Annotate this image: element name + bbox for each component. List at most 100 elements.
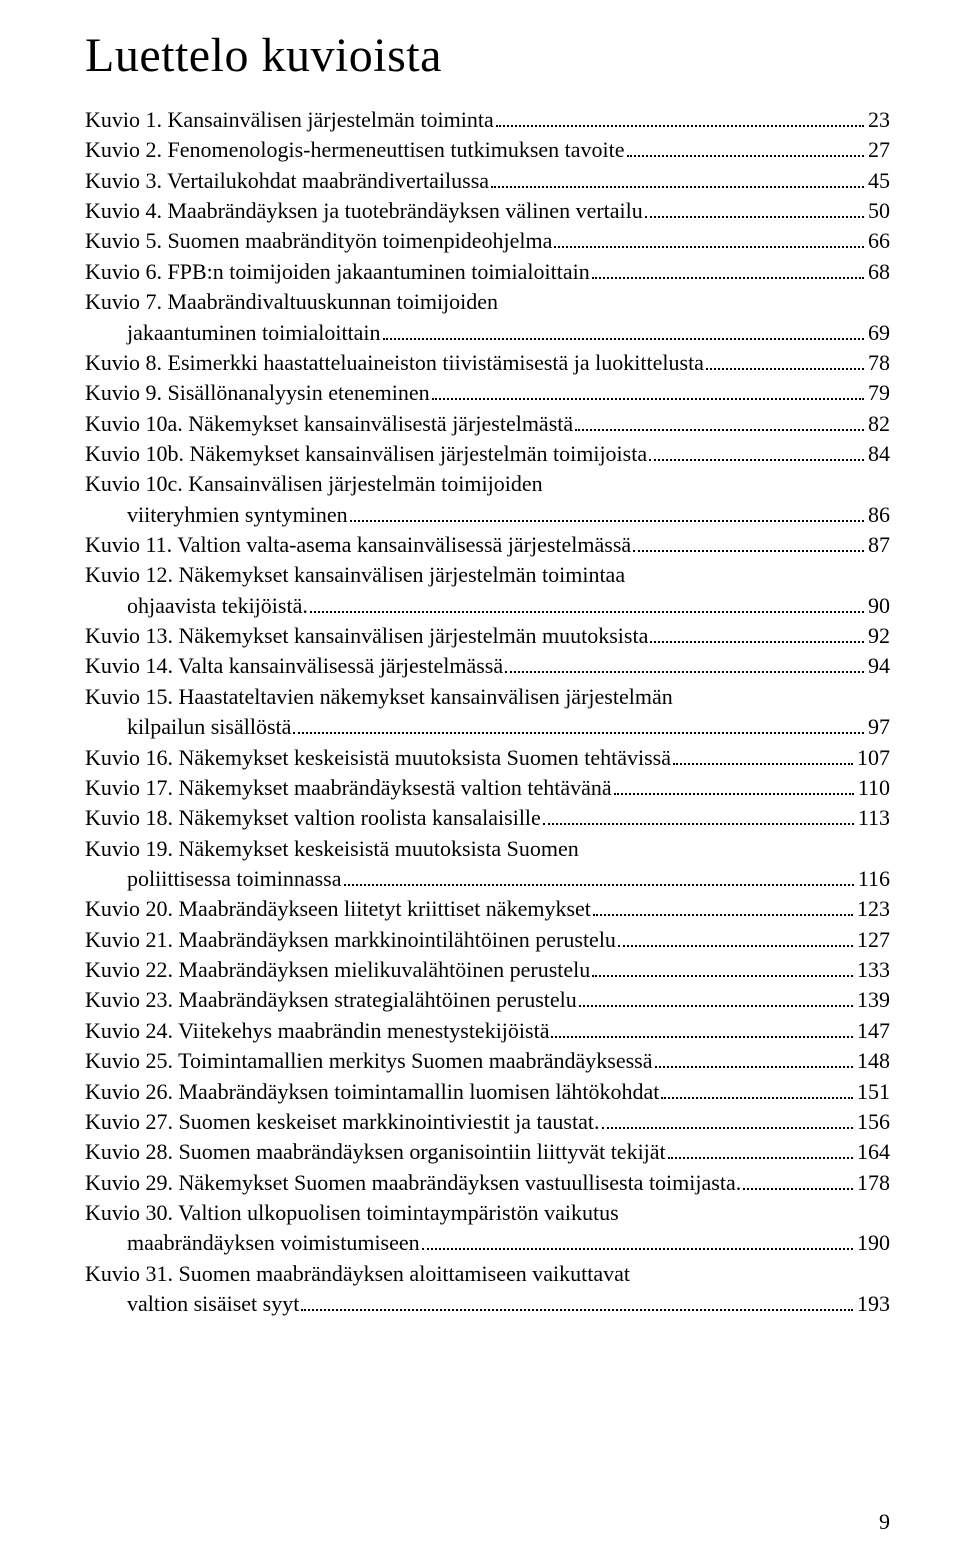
toc-entry-page: 79	[868, 378, 890, 408]
toc-entry-label: Kuvio 13. Näkemykset kansainvälisen järj…	[85, 621, 648, 651]
toc-leader	[668, 1141, 853, 1160]
toc-entry: viiteryhmien syntyminen86	[85, 500, 890, 530]
toc-leader	[706, 351, 864, 370]
toc-entry: Kuvio 15. Haastateltavien näkemykset kan…	[85, 682, 890, 712]
toc-entry: Kuvio 10a. Näkemykset kansainvälisestä j…	[85, 409, 890, 439]
toc-entry: Kuvio 8. Esimerkki haastatteluaineiston …	[85, 348, 890, 378]
toc-entry: Kuvio 10b. Näkemykset kansainvälisen jär…	[85, 439, 890, 469]
toc-entry: Kuvio 22. Maabrändäyksen mielikuvalähtöi…	[85, 955, 890, 985]
toc-entry-page: 151	[857, 1077, 890, 1107]
toc-leader	[593, 898, 853, 917]
toc-entry: Kuvio 1. Kansainvälisen järjestelmän toi…	[85, 105, 890, 135]
toc-entry: Kuvio 13. Näkemykset kansainvälisen järj…	[85, 621, 890, 651]
page: Luettelo kuvioista Kuvio 1. Kansainvälis…	[0, 0, 960, 1561]
toc-entry-label: Kuvio 15. Haastateltavien näkemykset kan…	[85, 682, 673, 712]
toc-leader	[543, 807, 854, 826]
toc-entry: Kuvio 26. Maabrändäyksen toimintamallin …	[85, 1077, 890, 1107]
toc-entry-page: 178	[857, 1168, 890, 1198]
toc-entry-label: jakaantuminen toimialoittain	[85, 318, 381, 348]
toc-entry-page: 23	[868, 105, 890, 135]
toc-entry-page: 127	[857, 925, 890, 955]
toc-entry: Kuvio 29. Näkemykset Suomen maabrändäyks…	[85, 1168, 890, 1198]
toc-entry-page: 156	[857, 1107, 890, 1137]
toc-leader	[293, 716, 864, 735]
toc-leader	[661, 1080, 853, 1099]
toc-entry-label: Kuvio 12. Näkemykset kansainvälisen järj…	[85, 560, 625, 590]
toc-entry-label: Kuvio 10a. Näkemykset kansainvälisestä j…	[85, 409, 573, 439]
toc-entry-page: 45	[868, 166, 890, 196]
toc-entry: Kuvio 25. Toimintamallien merkitys Suome…	[85, 1046, 890, 1076]
toc-entry: Kuvio 16. Näkemykset keskeisistä muutoks…	[85, 743, 890, 773]
toc-leader	[505, 655, 864, 674]
toc-entry-label: Kuvio 4. Maabrändäyksen ja tuotebrändäyk…	[85, 196, 643, 226]
toc-entry-page: 69	[868, 318, 890, 348]
toc-leader	[554, 230, 864, 249]
toc-entry-label: Kuvio 14. Valta kansainvälisessä järjest…	[85, 651, 503, 681]
table-of-contents: Kuvio 1. Kansainvälisen järjestelmän toi…	[85, 105, 890, 1319]
toc-leader	[575, 412, 864, 431]
toc-entry-label: ohjaavista tekijöistä.	[85, 591, 308, 621]
toc-entry: Kuvio 10c. Kansainvälisen järjestelmän t…	[85, 469, 890, 499]
toc-entry-label: Kuvio 25. Toimintamallien merkitys Suome…	[85, 1046, 653, 1076]
toc-entry-label: Kuvio 26. Maabrändäyksen toimintamallin …	[85, 1077, 659, 1107]
toc-leader	[602, 1110, 854, 1129]
toc-leader	[633, 534, 864, 553]
toc-leader	[383, 321, 864, 340]
toc-entry: jakaantuminen toimialoittain 69	[85, 318, 890, 348]
toc-entry-page: 84	[868, 439, 890, 469]
toc-entry: Kuvio 31. Suomen maabrändäyksen aloittam…	[85, 1259, 890, 1289]
toc-entry-label: Kuvio 23. Maabrändäyksen strategialähtöi…	[85, 985, 577, 1015]
toc-entry-label: Kuvio 24. Viitekehys maabrändin menestys…	[85, 1016, 549, 1046]
toc-entry-label: Kuvio 2. Fenomenologis-hermeneuttisen tu…	[85, 135, 625, 165]
toc-entry-label: kilpailun sisällöstä	[85, 712, 291, 742]
toc-entry: maabrändäyksen voimistumiseen 190	[85, 1228, 890, 1258]
toc-entry-label: Kuvio 6. FPB:n toimijoiden jakaantuminen…	[85, 257, 590, 287]
toc-entry-label: Kuvio 17. Näkemykset maabrändäyksestä va…	[85, 773, 612, 803]
page-number: 9	[879, 1509, 890, 1535]
toc-entry: Kuvio 28. Suomen maabrändäyksen organiso…	[85, 1137, 890, 1167]
toc-entry-page: 66	[868, 226, 890, 256]
toc-leader	[422, 1232, 853, 1251]
toc-entry-label: maabrändäyksen voimistumiseen	[85, 1228, 420, 1258]
toc-entry: valtion sisäiset syyt193	[85, 1289, 890, 1319]
toc-entry-page: 86	[868, 500, 890, 530]
toc-entry-label: Kuvio 19. Näkemykset keskeisistä muutoks…	[85, 834, 579, 864]
toc-entry-label: Kuvio 11. Valtion valta-asema kansainväl…	[85, 530, 631, 560]
toc-entry: Kuvio 18. Näkemykset valtion roolista ka…	[85, 803, 890, 833]
toc-entry: Kuvio 23. Maabrändäyksen strategialähtöi…	[85, 985, 890, 1015]
toc-entry: Kuvio 4. Maabrändäyksen ja tuotebrändäyk…	[85, 196, 890, 226]
toc-entry: Kuvio 9. Sisällönanalyysin eteneminen79	[85, 378, 890, 408]
toc-entry: poliittisessa toiminnassa116	[85, 864, 890, 894]
toc-entry-page: 123	[857, 894, 890, 924]
toc-entry-label: Kuvio 16. Näkemykset keskeisistä muutoks…	[85, 743, 671, 773]
toc-entry-page: 193	[857, 1289, 890, 1319]
toc-leader	[592, 260, 864, 279]
toc-entry-page: 90	[868, 591, 890, 621]
toc-entry-page: 148	[857, 1046, 890, 1076]
toc-leader	[649, 442, 864, 461]
toc-leader	[491, 169, 864, 188]
toc-entry-page: 190	[857, 1228, 890, 1258]
toc-entry: Kuvio 21. Maabrändäyksen markkinointiläh…	[85, 925, 890, 955]
toc-entry: Kuvio 7. Maabrändivaltuuskunnan toimijoi…	[85, 287, 890, 317]
toc-entry: Kuvio 5. Suomen maabrändityön toimenpide…	[85, 226, 890, 256]
toc-entry-label: Kuvio 5. Suomen maabrändityön toimenpide…	[85, 226, 552, 256]
toc-leader	[310, 594, 864, 613]
toc-entry-label: Kuvio 22. Maabrändäyksen mielikuvalähtöi…	[85, 955, 590, 985]
toc-entry-label: Kuvio 10b. Näkemykset kansainvälisen jär…	[85, 439, 647, 469]
toc-leader	[650, 625, 864, 644]
toc-entry: kilpailun sisällöstä 97	[85, 712, 890, 742]
toc-entry-label: poliittisessa toiminnassa	[85, 864, 342, 894]
toc-leader	[350, 503, 864, 522]
toc-entry-page: 97	[868, 712, 890, 742]
toc-leader	[301, 1293, 853, 1312]
toc-entry-page: 107	[857, 743, 890, 773]
toc-entry: Kuvio 6. FPB:n toimijoiden jakaantuminen…	[85, 257, 890, 287]
toc-entry-page: 139	[857, 985, 890, 1015]
toc-entry-label: Kuvio 29. Näkemykset Suomen maabrändäyks…	[85, 1168, 741, 1198]
toc-entry-page: 68	[868, 257, 890, 287]
toc-entry-label: Kuvio 7. Maabrändivaltuuskunnan toimijoi…	[85, 287, 498, 317]
toc-leader	[579, 989, 853, 1008]
toc-leader	[673, 746, 853, 765]
toc-entry: Kuvio 24. Viitekehys maabrändin menestys…	[85, 1016, 890, 1046]
